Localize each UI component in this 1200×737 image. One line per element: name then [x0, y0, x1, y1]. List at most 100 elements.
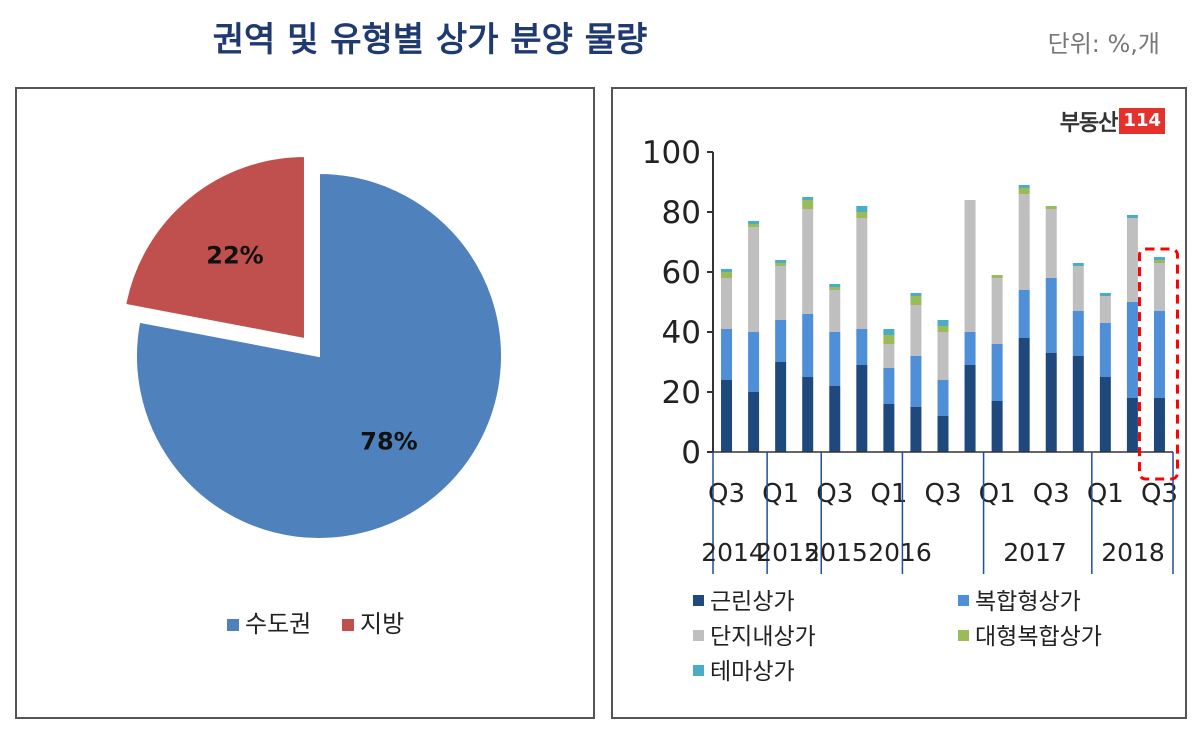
bar-segment: [829, 332, 841, 386]
x-year-label: 2015: [756, 538, 820, 567]
bar-segment: [856, 212, 868, 218]
bar-segment: [991, 278, 1003, 344]
bar-segment: [775, 263, 787, 266]
bar-segment: [1072, 263, 1084, 266]
bar-segment: [883, 335, 895, 344]
bar-segment: [775, 320, 787, 362]
pie-chart: 78% 22% 수도권 지방: [124, 155, 503, 638]
bar-segment: [748, 224, 760, 227]
bar-segment: [1072, 356, 1084, 452]
bar-segment: [1018, 188, 1030, 194]
legend-swatch: [227, 619, 239, 631]
logo-number: 114: [1119, 108, 1165, 134]
bar-segment: [721, 278, 733, 329]
bar-segment: [991, 275, 1003, 278]
bar-segment: [829, 284, 841, 287]
bar-segment: [721, 380, 733, 452]
logo: 부동산 114: [1060, 105, 1165, 137]
legend-swatch: [958, 630, 969, 641]
bar-segment: [775, 260, 787, 263]
bar-segment: [856, 206, 868, 212]
pie-chart-panel: 78% 22% 수도권 지방: [15, 87, 595, 719]
bar-segment: [802, 200, 814, 209]
legend-swatch: [693, 595, 704, 606]
bar-segment: [964, 365, 976, 452]
legend-label: 근린상가: [710, 589, 795, 615]
pie-slice-sudo: [135, 171, 503, 540]
bar-segment: [1045, 209, 1057, 278]
bar-segment: [1045, 278, 1057, 353]
bar-chart-panel: 부동산 114 0 20 40 60 80 100 Q3 Q1 Q3 Q1 Q3 Q1 Q3 Q1 Q3 2…: [611, 87, 1187, 719]
highlight-box: [1137, 247, 1179, 481]
pie-data-label: 78%: [360, 428, 417, 456]
x-tick-label: Q3: [924, 479, 961, 509]
bar-segment: [883, 404, 895, 452]
bar-segment: [964, 200, 976, 332]
x-year-label: 2017: [1003, 538, 1067, 567]
y-tick-label: 40: [662, 315, 701, 351]
bar-segment: [802, 197, 814, 200]
bar-segment: [748, 392, 760, 452]
bar-segment: [748, 221, 760, 224]
bar-segment: [721, 269, 733, 272]
bar-segment: [1099, 296, 1111, 323]
bar-segment: [991, 401, 1003, 452]
bar-segment: [829, 287, 841, 290]
bar-segment: [1153, 263, 1165, 311]
bar-segment: [883, 329, 895, 335]
bar-segment: [748, 227, 760, 332]
x-year-label: 2014: [701, 538, 765, 567]
bar-segment: [1126, 398, 1138, 452]
x-tick-label: Q1: [870, 479, 907, 509]
bar-segment: [1153, 398, 1165, 452]
y-tick-label: 100: [642, 135, 701, 171]
legend-label: 단지내상가: [710, 624, 816, 650]
x-tick-label: Q3: [816, 479, 853, 509]
bar-segment: [775, 362, 787, 452]
bar-segment: [910, 296, 922, 305]
bar-segment: [802, 314, 814, 377]
legend-label: 대형복합상가: [975, 624, 1102, 650]
bar-segment: [829, 386, 841, 452]
x-year-label: 2016: [868, 538, 932, 567]
x-year-label: 2015: [804, 538, 868, 567]
bar-segment: [1045, 206, 1057, 209]
y-tick-label: 60: [662, 255, 701, 291]
bar-segment: [1018, 290, 1030, 338]
bar-segment: [1099, 323, 1111, 377]
x-tick-label: Q3: [1033, 479, 1070, 509]
bar-segment: [883, 344, 895, 368]
bar-segment: [910, 356, 922, 407]
y-tick-label: 20: [662, 375, 701, 411]
bar-segment: [937, 326, 949, 332]
x-year-label: 2018: [1101, 538, 1165, 567]
bar-segment: [1072, 311, 1084, 356]
bar-segment: [721, 272, 733, 278]
bar-segment: [1018, 194, 1030, 290]
bar-segment: [1099, 377, 1111, 452]
y-tick-label: 0: [681, 435, 701, 471]
legend-label: 복합형상가: [975, 589, 1081, 615]
x-tick-label: Q3: [1141, 479, 1178, 509]
bar-segment: [937, 416, 949, 452]
x-tick-label: Q1: [979, 479, 1016, 509]
legend-swatch: [958, 595, 969, 606]
legend-swatch: [693, 630, 704, 641]
bar-segment: [721, 329, 733, 380]
bar-segment: [1045, 353, 1057, 452]
legend-swatch: [342, 619, 354, 631]
legend-label: 지방: [360, 610, 404, 638]
bar-segment: [883, 368, 895, 404]
bar-segment: [829, 290, 841, 332]
legend-swatch: [693, 665, 704, 676]
x-tick-label: Q3: [708, 479, 745, 509]
bar-segment: [802, 377, 814, 452]
legend-label: 테마상가: [710, 659, 795, 685]
x-tick-label: Q1: [1087, 479, 1124, 509]
pie-data-label: 22%: [206, 241, 263, 269]
bar-segment: [964, 332, 976, 365]
bar-segment: [748, 332, 760, 392]
bar-segment: [910, 293, 922, 296]
bar-segment: [1018, 338, 1030, 452]
bar-segment: [1126, 218, 1138, 302]
